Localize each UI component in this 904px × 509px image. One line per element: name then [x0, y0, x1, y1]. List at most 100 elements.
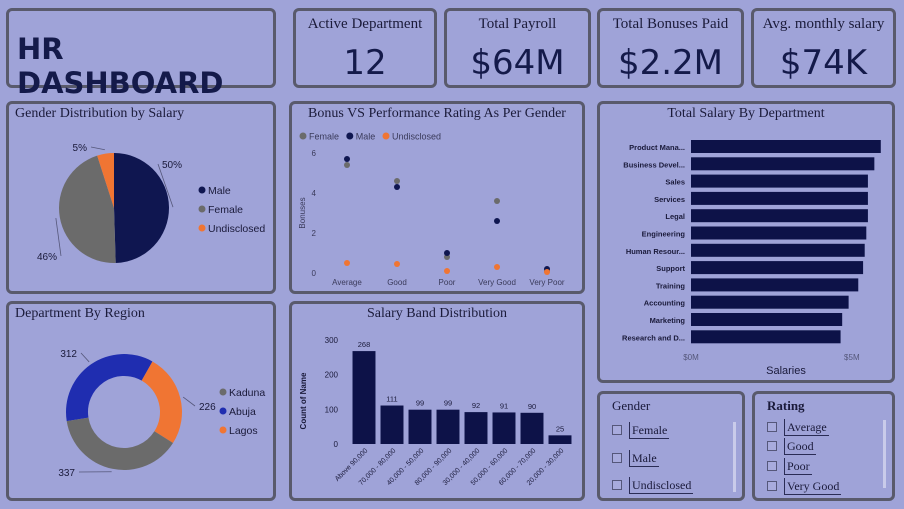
- legend-marker-female: [299, 132, 307, 140]
- bar-40-000-50-000: [408, 409, 432, 444]
- bar-accounting: [691, 295, 849, 309]
- rating-option-poor[interactable]: Poor: [767, 457, 812, 475]
- gender-option-label: Female: [629, 421, 670, 439]
- bar-60-000-70-000: [520, 412, 544, 444]
- y-tick-label: 0: [312, 269, 317, 278]
- bar-80-000-90-000: [436, 409, 460, 444]
- gender-option-undisclosed[interactable]: Undisclosed: [612, 476, 694, 494]
- gender-distribution-card: Gender Distribution by Salary 50% 46% 5% Ma…: [6, 101, 276, 294]
- legend-marker-female: [198, 205, 206, 213]
- bar-20-000-30-000: [548, 435, 572, 444]
- legend-marker-male: [346, 132, 354, 140]
- kpi-value: $2.2M: [617, 43, 724, 83]
- gender-option-female[interactable]: Female: [612, 421, 670, 439]
- scatter-point-male: [344, 156, 350, 162]
- y-tick-label: 4: [312, 189, 317, 198]
- rating-option-label: Average: [784, 418, 829, 436]
- scatter-point-male: [394, 184, 400, 190]
- checkbox[interactable]: [767, 461, 777, 471]
- legend-label: Male: [208, 185, 231, 197]
- bar-30-000-40-000: [464, 412, 488, 444]
- y-axis-title: Bonuses: [298, 197, 307, 228]
- y-tick-label: Legal: [665, 212, 685, 221]
- checkbox[interactable]: [612, 453, 622, 463]
- bar-support: [691, 261, 864, 275]
- donut-slice-kaduna: [66, 417, 173, 470]
- legend-label: Kaduna: [229, 387, 265, 399]
- donut-slice-lagos: [141, 361, 183, 444]
- gender-pie-chart: 50% 46% 5% Male Female Undisclosed: [37, 143, 265, 263]
- rating-option-good[interactable]: Good: [767, 437, 816, 455]
- data-label-leader: [55, 217, 62, 257]
- scatter-point-female: [344, 162, 350, 168]
- legend-label: Undisclosed: [392, 132, 441, 142]
- data-label: 99: [416, 399, 424, 408]
- bonus-scatter-chart: Female Male Undisclosed 0 2 4 6 Bonuses Average G…: [298, 132, 565, 288]
- kpi-value: 12: [343, 43, 387, 83]
- data-label: 50%: [162, 160, 182, 171]
- gender-slicer-scrollbar[interactable]: [733, 422, 736, 492]
- salary-by-department-card: Total Salary By Department Product Mana.…: [597, 101, 895, 383]
- x-tick-label: $5M: [844, 353, 860, 362]
- data-label: 99: [444, 399, 452, 408]
- kpi-value: $64M: [470, 43, 565, 83]
- page-title: HR DASHBOARD: [17, 32, 224, 100]
- scatter-chart-title: Bonus VS Performance Rating As Per Gende…: [308, 106, 566, 121]
- scatter-point-undisclosed: [544, 269, 550, 275]
- data-label: 337: [58, 468, 75, 479]
- gender-option-label: Undisclosed: [629, 476, 694, 494]
- rating-option-average[interactable]: Average: [767, 418, 829, 436]
- scatter-point-female: [494, 198, 500, 204]
- kpi-card-total-payroll: Total Payroll $64M: [444, 8, 591, 88]
- rating-option-very-good[interactable]: Very Good: [767, 477, 842, 495]
- data-label: 91: [500, 401, 508, 410]
- scatter-point-undisclosed: [394, 261, 400, 267]
- legend-label: Female: [208, 204, 243, 216]
- rating-slicer-title: Rating: [767, 398, 805, 413]
- bar-above-90-000: [352, 351, 376, 444]
- checkbox[interactable]: [767, 422, 777, 432]
- scatter-point-male: [494, 218, 500, 224]
- scatter-point-undisclosed: [444, 268, 450, 274]
- y-tick-label: Marketing: [650, 316, 686, 325]
- y-tick-label: Sales: [665, 178, 685, 187]
- kpi-card-active-department: Active Department 12: [293, 8, 437, 88]
- gender-option-label: Male: [629, 449, 659, 467]
- data-label-leader: [157, 163, 174, 208]
- rating-slicer-scrollbar[interactable]: [883, 420, 886, 488]
- rating-slicer: Rating Average Good Poor Very Good: [752, 391, 895, 501]
- bar-services: [691, 191, 868, 205]
- gender-slicer: Gender Female Male Undisclosed: [597, 391, 745, 501]
- gender-slicer-title: Gender: [612, 398, 651, 413]
- checkbox[interactable]: [767, 441, 777, 451]
- region-donut-chart: 312 226 337 Kaduna Abuja Lagos: [58, 349, 265, 479]
- rating-option-label: Good: [784, 437, 816, 455]
- gender-option-male[interactable]: Male: [612, 449, 659, 467]
- legend-marker-undisclosed: [198, 224, 206, 232]
- y-tick-label: Human Resour...: [626, 247, 685, 256]
- pie-slice-female: [59, 155, 116, 263]
- dept-salary-bar-chart: Product Mana... Business Devel... Sales Ser…: [622, 140, 881, 377]
- legend-label: Abuja: [229, 406, 256, 418]
- y-tick-label: 200: [325, 371, 339, 380]
- data-label: 111: [386, 395, 397, 404]
- salary-band-chart-title: Salary Band Distribution: [367, 306, 507, 321]
- data-label: 226: [199, 402, 216, 413]
- bar-sales: [691, 174, 868, 188]
- y-tick-label: Product Mana...: [629, 143, 685, 152]
- checkbox[interactable]: [612, 480, 622, 490]
- x-tick-label: $0M: [683, 353, 699, 362]
- x-tick-label: Average: [332, 278, 362, 287]
- data-label: 268: [358, 340, 371, 349]
- y-tick-label: Support: [656, 264, 685, 273]
- bar-product-mana: [691, 140, 881, 153]
- rating-option-label: Poor: [784, 457, 812, 475]
- bar-engineering: [691, 226, 867, 240]
- bar-training: [691, 278, 859, 292]
- legend-label: Male: [356, 132, 376, 142]
- kpi-title: Total Bonuses Paid: [612, 16, 729, 32]
- bar-research-and-d: [691, 330, 841, 344]
- checkbox[interactable]: [767, 481, 777, 491]
- checkbox[interactable]: [612, 425, 622, 435]
- x-tick-label: Good: [387, 278, 407, 287]
